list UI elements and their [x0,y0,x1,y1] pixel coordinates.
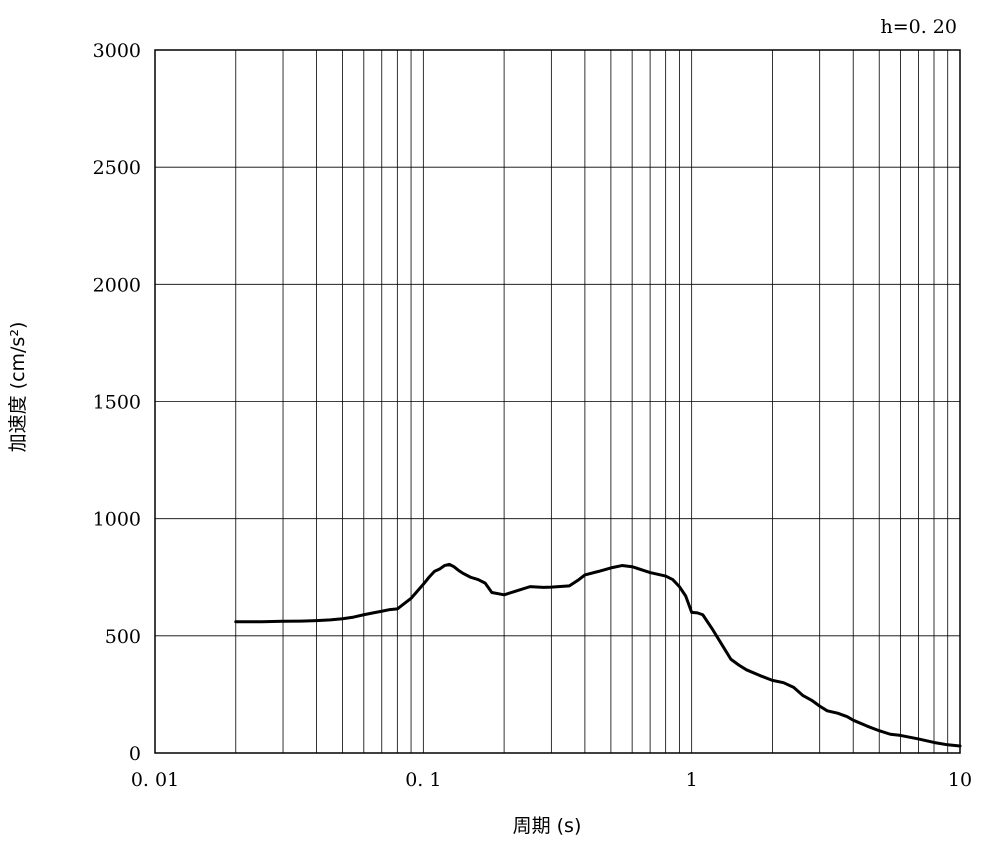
x-tick-labels: 0. 01 0. 1 1 10 [131,769,972,791]
series-line [234,562,962,748]
y-tick-label: 0 [129,743,141,765]
x-tick-label: 0. 01 [131,769,179,791]
y-tick-label: 1500 [93,392,141,414]
y-tick-label: 2000 [93,274,141,296]
y-tick-label: 3000 [93,40,141,62]
x-axis-title: 周期 (s) [513,815,582,837]
x-tick-label: 0. 1 [405,769,441,791]
y-tick-labels: 0 500 1000 1500 2000 2500 3000 [93,40,141,765]
y-axis-title: 加速度 (cm/s²) [7,322,29,453]
plot-frame [154,49,961,754]
y-tick-label: 2500 [93,157,141,179]
grid-lines [155,50,960,753]
y-tick-label: 1000 [93,509,141,531]
y-tick-label: 500 [105,626,141,648]
x-tick-label: 10 [948,769,972,791]
x-tick-label: 1 [686,769,698,791]
damping-annotation: h=0. 20 [880,16,957,38]
